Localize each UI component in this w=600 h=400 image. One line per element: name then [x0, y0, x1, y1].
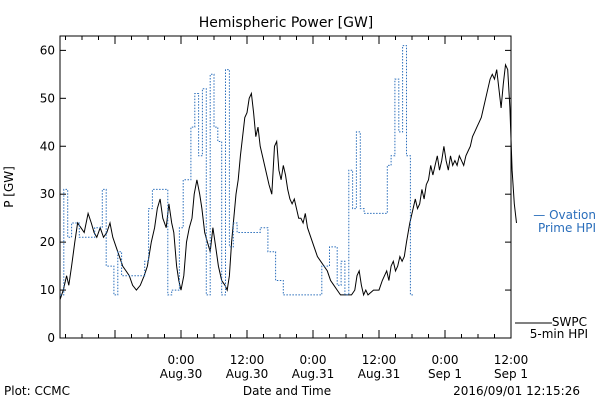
legend-swpc-line1: SWPC	[552, 315, 587, 329]
y-tick-label: 30	[40, 187, 55, 201]
x-tick-date-label: Aug.30	[160, 367, 203, 381]
x-axis-label: Date and Time	[243, 384, 331, 398]
x-tick-date-label: Sep 1	[494, 367, 528, 381]
x-tick-time-label: 12:00	[230, 353, 265, 367]
x-tick-time-label: 12:00	[494, 353, 529, 367]
x-tick-time-label: 0:00	[168, 353, 195, 367]
y-tick-label: 20	[40, 235, 55, 249]
y-tick-label: 50	[40, 91, 55, 105]
legend-ovation-line2: Prime HPI	[538, 221, 596, 235]
plot-frame	[59, 35, 512, 339]
plot-timestamp: 2016/09/01 12:15:26	[453, 384, 580, 398]
x-tick-date-label: Sep 1	[428, 367, 462, 381]
x-axis-ticks: 0:00Aug.3012:00Aug.300:00Aug.3112:00Aug.…	[65, 36, 529, 381]
ovation-prime-series-line	[60, 45, 415, 296]
x-tick-time-label: 0:00	[432, 353, 459, 367]
legend: — Ovation Prime HPI SWPC 5-min HPI	[515, 208, 596, 341]
x-tick-time-label: 12:00	[362, 353, 397, 367]
x-tick-date-label: Aug.31	[358, 367, 401, 381]
y-tick-label: 40	[40, 139, 55, 153]
legend-ovation-line1: — Ovation	[533, 208, 596, 222]
swpc-series-line	[59, 62, 517, 300]
plot-credit: Plot: CCMC	[4, 384, 70, 398]
legend-swpc-line2: 5-min HPI	[530, 327, 588, 341]
y-tick-label: 60	[40, 43, 55, 57]
x-tick-time-label: 0:00	[300, 353, 327, 367]
y-tick-label: 0	[47, 331, 55, 345]
chart-title: Hemispheric Power [GW]	[199, 15, 374, 31]
series-layer	[59, 45, 517, 300]
plot-border	[59, 35, 512, 339]
y-axis-ticks: 0 10 20 30 40 50 60	[40, 43, 511, 345]
y-axis-label: P [GW]	[2, 166, 16, 208]
y-tick-label: 10	[40, 283, 55, 297]
x-tick-date-label: Aug.30	[226, 367, 269, 381]
x-tick-date-label: Aug.31	[292, 367, 335, 381]
